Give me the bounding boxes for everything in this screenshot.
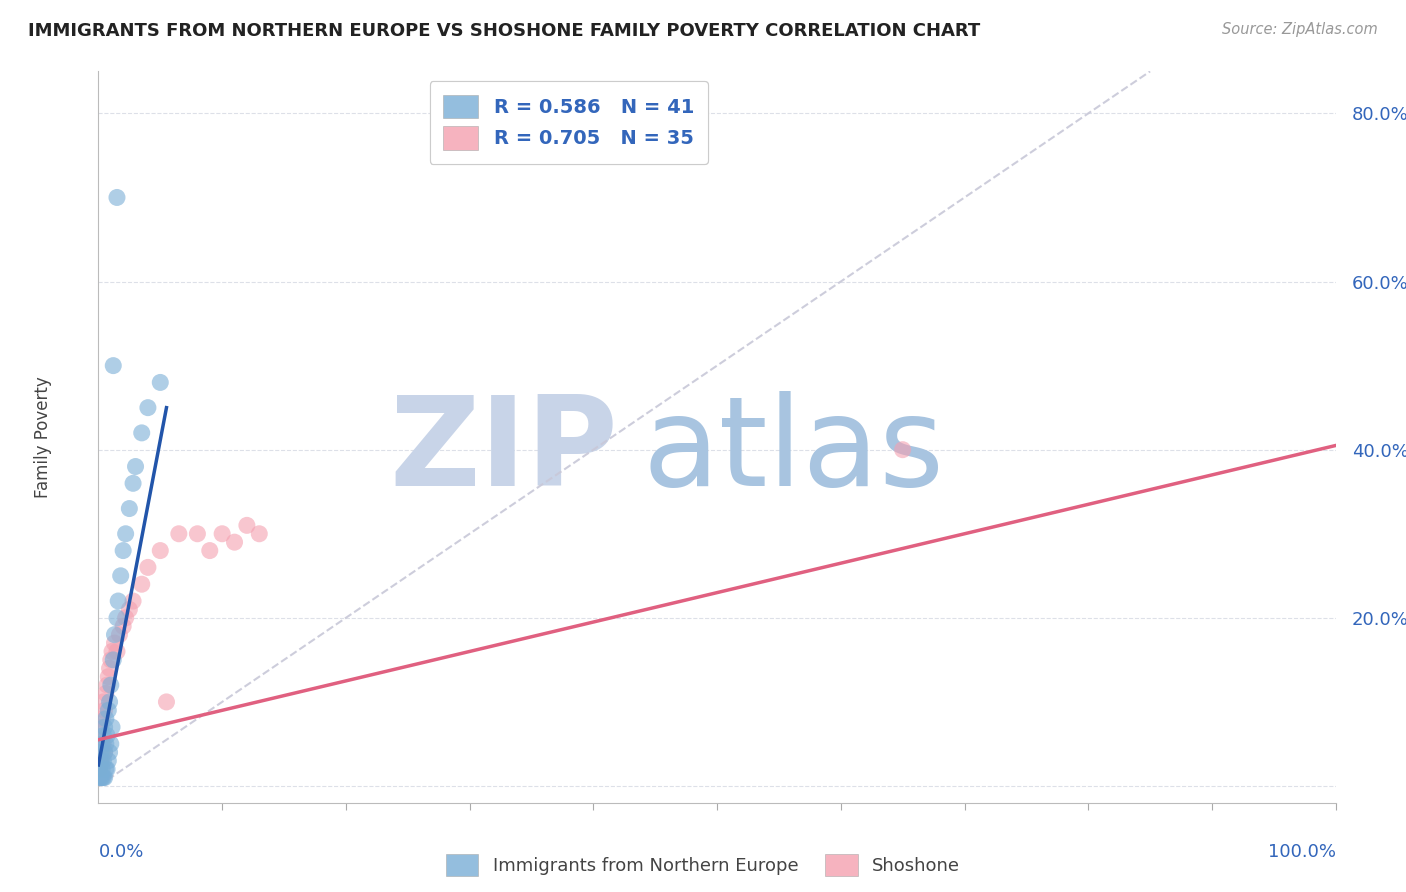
Point bbox=[93, 771, 115, 785]
Point bbox=[93, 771, 115, 785]
Point bbox=[100, 737, 122, 751]
Point bbox=[90, 754, 112, 768]
Point bbox=[94, 737, 117, 751]
Point bbox=[136, 560, 159, 574]
Point bbox=[167, 526, 190, 541]
Point bbox=[96, 678, 118, 692]
Point bbox=[91, 737, 114, 751]
Point bbox=[94, 712, 117, 726]
Point bbox=[90, 754, 112, 768]
Point bbox=[211, 526, 233, 541]
Point bbox=[149, 543, 172, 558]
Point bbox=[96, 762, 118, 776]
Point bbox=[105, 190, 128, 204]
Point bbox=[98, 745, 121, 759]
Point bbox=[131, 577, 153, 591]
Point bbox=[198, 543, 221, 558]
Point bbox=[91, 762, 114, 776]
Point bbox=[122, 594, 145, 608]
Point bbox=[93, 745, 115, 759]
Point bbox=[107, 594, 129, 608]
Legend: Immigrants from Northern Europe, Shoshone: Immigrants from Northern Europe, Shoshon… bbox=[439, 847, 967, 883]
Point bbox=[96, 729, 118, 743]
Point bbox=[103, 627, 125, 641]
Point bbox=[112, 619, 135, 633]
Text: 100.0%: 100.0% bbox=[1268, 843, 1336, 861]
Point bbox=[97, 703, 120, 717]
Point bbox=[89, 737, 111, 751]
Point bbox=[103, 636, 125, 650]
Point bbox=[101, 644, 124, 658]
Point bbox=[247, 526, 270, 541]
Point bbox=[891, 442, 914, 457]
Text: IMMIGRANTS FROM NORTHERN EUROPE VS SHOSHONE FAMILY POVERTY CORRELATION CHART: IMMIGRANTS FROM NORTHERN EUROPE VS SHOSH… bbox=[28, 22, 980, 40]
Point bbox=[112, 543, 135, 558]
Point bbox=[97, 754, 120, 768]
Point bbox=[89, 762, 111, 776]
Point bbox=[90, 720, 112, 734]
Point bbox=[90, 771, 112, 785]
Point bbox=[90, 745, 112, 759]
Point bbox=[108, 627, 131, 641]
Point bbox=[100, 678, 122, 692]
Point bbox=[122, 476, 145, 491]
Point bbox=[105, 611, 128, 625]
Point bbox=[136, 401, 159, 415]
Point bbox=[91, 771, 114, 785]
Point bbox=[110, 569, 132, 583]
Point bbox=[93, 695, 115, 709]
Text: Source: ZipAtlas.com: Source: ZipAtlas.com bbox=[1222, 22, 1378, 37]
Legend: R = 0.586   N = 41, R = 0.705   N = 35: R = 0.586 N = 41, R = 0.705 N = 35 bbox=[429, 81, 707, 163]
Text: Family Poverty: Family Poverty bbox=[34, 376, 52, 498]
Point bbox=[93, 754, 115, 768]
Point bbox=[97, 670, 120, 684]
Point bbox=[155, 695, 177, 709]
Point bbox=[124, 459, 146, 474]
Point bbox=[89, 762, 111, 776]
Text: 0.0%: 0.0% bbox=[98, 843, 143, 861]
Point bbox=[149, 376, 172, 390]
Point bbox=[93, 729, 115, 743]
Point bbox=[93, 745, 115, 759]
Point bbox=[118, 602, 141, 616]
Point bbox=[93, 737, 115, 751]
Point bbox=[103, 359, 125, 373]
Point bbox=[186, 526, 208, 541]
Point bbox=[98, 695, 121, 709]
Point bbox=[236, 518, 259, 533]
Point bbox=[98, 661, 121, 675]
Point bbox=[93, 703, 115, 717]
Point bbox=[224, 535, 246, 549]
Point bbox=[91, 712, 114, 726]
Point bbox=[100, 653, 122, 667]
Point bbox=[105, 644, 128, 658]
Text: atlas: atlas bbox=[643, 392, 945, 512]
Point bbox=[93, 720, 115, 734]
Point bbox=[114, 611, 136, 625]
Point bbox=[114, 526, 136, 541]
Point bbox=[94, 762, 117, 776]
Point bbox=[131, 425, 153, 440]
Point bbox=[94, 686, 117, 700]
Point bbox=[118, 501, 141, 516]
Point bbox=[101, 720, 124, 734]
Text: ZIP: ZIP bbox=[389, 392, 619, 512]
Point bbox=[89, 771, 111, 785]
Point bbox=[91, 745, 114, 759]
Point bbox=[103, 653, 125, 667]
